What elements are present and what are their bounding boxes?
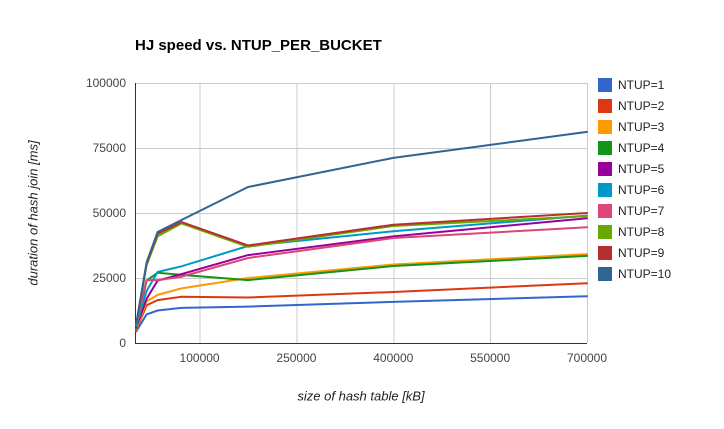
x-tick-label: 700000 [567, 351, 607, 365]
legend-label: NTUP=4 [618, 141, 665, 155]
legend-label: NTUP=6 [618, 183, 665, 197]
line-ntup-2 [135, 282, 588, 331]
legend-swatch [598, 204, 612, 218]
legend-label: NTUP=7 [618, 204, 665, 218]
x-axis-title: size of hash table [kB] [297, 388, 425, 404]
legend-swatch [598, 120, 612, 134]
legend-swatch [598, 162, 612, 176]
legend-swatch [598, 78, 612, 92]
legend-swatch [598, 225, 612, 239]
line-ntup-6 [135, 214, 588, 328]
legend-swatch [598, 267, 612, 281]
x-tick-label: 400000 [373, 351, 413, 365]
line-ntup-10 [135, 130, 588, 325]
legend-swatch [598, 183, 612, 197]
legend-swatch [598, 99, 612, 113]
x-tick-label: 100000 [180, 351, 220, 365]
y-tick-label: 0 [119, 336, 126, 350]
y-tick-label: 100000 [86, 76, 126, 90]
line-ntup-5 [135, 217, 588, 329]
x-tick-label: 250000 [276, 351, 316, 365]
legend-label: NTUP=3 [618, 120, 665, 134]
legend-label: NTUP=9 [618, 246, 665, 260]
chart-title: HJ speed vs. NTUP_PER_BUCKET [135, 37, 382, 54]
legend-label: NTUP=10 [618, 267, 672, 281]
y-tick-label: 25000 [93, 271, 127, 285]
y-tick-label: 75000 [93, 141, 127, 155]
legend-label: NTUP=1 [618, 78, 665, 92]
legend-swatch [598, 246, 612, 260]
y-tick-label: 50000 [93, 206, 127, 220]
legend-label: NTUP=2 [618, 99, 665, 113]
legend-label: NTUP=5 [618, 162, 665, 176]
legend-swatch [598, 141, 612, 155]
legend-label: NTUP=8 [618, 225, 665, 239]
line-ntup-7 [135, 226, 588, 326]
x-tick-label: 550000 [470, 351, 510, 365]
line-ntup-1 [135, 295, 588, 333]
